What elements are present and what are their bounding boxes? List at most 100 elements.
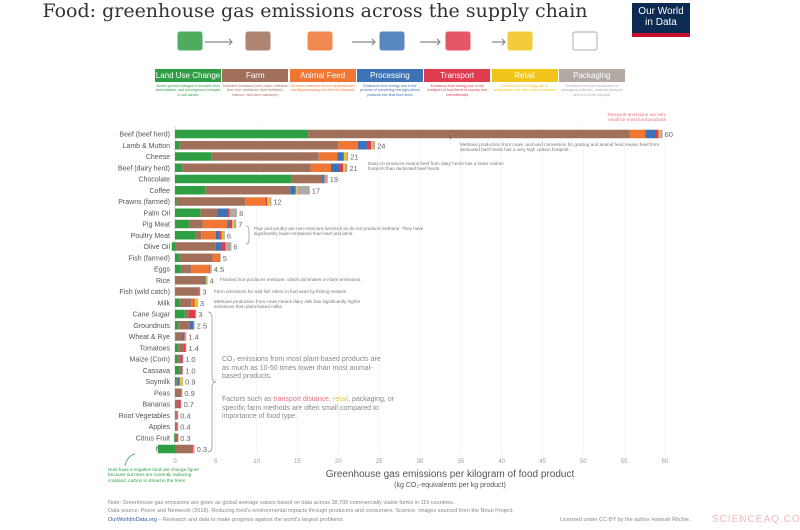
stage-icons <box>177 31 598 51</box>
category-label: Beef (dairy herd) <box>118 165 170 172</box>
bar-segment-packaging <box>193 321 195 330</box>
footer-site-link[interactable]: OurWorldinData.org <box>108 517 157 523</box>
bar-segment-processing <box>322 174 324 184</box>
arrowhead-icon-1 <box>371 38 376 46</box>
category-label: Fish (wild catch) <box>119 289 170 296</box>
bar-segment-transport <box>229 219 233 229</box>
bar-segment-land-use-change <box>175 377 177 386</box>
annotation-pig-poultry: Pigs and poultry are non-ruminant livest… <box>254 226 424 237</box>
bar-segment-land-use-change <box>175 186 206 195</box>
bar-segment-transport <box>177 433 179 442</box>
x-tick-label: 0 <box>173 459 177 465</box>
stage-desc-4: Emissions from energy use in the transpo… <box>427 84 487 97</box>
annotation-plants-1: CO₂ emissions from most plant-based prod… <box>222 356 381 380</box>
bar-segment-packaging <box>269 197 272 206</box>
bar-segment-transport <box>366 141 371 150</box>
category-label: Pig Meat <box>142 222 170 229</box>
category-label: Palm Oil <box>144 210 171 217</box>
bar-segment-transport <box>205 276 207 285</box>
category-label: Peas <box>154 390 170 397</box>
x-tick-label: 35 <box>457 459 464 465</box>
x-tick-label: 20 <box>335 459 342 465</box>
bar-segment-farm <box>308 129 630 139</box>
stage-desc-2: On-farm emissions from crop production a… <box>290 84 355 93</box>
total-value-label: 0.9 <box>184 389 194 398</box>
annotation-rice: Flooded rice produces methane, which dom… <box>220 277 362 282</box>
bar-segment-farm <box>180 264 192 274</box>
category-label: Fish (farmed) <box>128 255 170 262</box>
bar-segment-land-use-change <box>175 332 176 341</box>
bar-segment-packaging <box>223 231 225 240</box>
bar-segment-farm <box>188 219 203 229</box>
total-value-label: 0.9 <box>185 378 195 387</box>
bar-segment-transport <box>228 208 230 217</box>
bar-segment-processing <box>215 242 222 251</box>
total-value-label: 8 <box>239 209 243 218</box>
bar-segment-processing <box>290 186 296 195</box>
bar-segment-processing <box>177 377 180 386</box>
category-label: Maize (Corn) <box>130 357 170 364</box>
bar-segment-animal-feed <box>338 141 358 150</box>
footer-license: Licensed under CC-BY by the author Hanna… <box>560 517 691 523</box>
total-value-label: 0.4 <box>180 411 190 420</box>
stage-label-6: Packaging <box>558 69 625 82</box>
total-value-label: 3 <box>198 310 202 319</box>
stage-label-4: Transport <box>424 69 491 82</box>
annotation-nuts: Nuts have a negative land use change fig… <box>108 467 199 483</box>
category-label: Cassava <box>143 368 170 375</box>
bar-segment-packaging <box>197 298 198 307</box>
category-label: Apples <box>149 424 171 431</box>
stage-label-5: Retail <box>491 69 558 82</box>
category-label: Rice <box>156 278 170 285</box>
arrowhead-icon-2 <box>436 38 441 46</box>
bar-segment-land-use-change <box>175 264 181 274</box>
total-value-label: 4.5 <box>214 265 224 274</box>
bar-segment-farm <box>175 444 193 454</box>
bar-segment-land-use-change <box>175 197 177 206</box>
page-title: Food: greenhouse gas emissions across th… <box>42 0 588 22</box>
tree-icon-shape <box>177 31 203 51</box>
total-value-label: 19 <box>330 175 338 184</box>
total-value-label: 0.7 <box>184 400 194 409</box>
category-label: Lamb & Mutton <box>123 143 171 150</box>
bar-segment-transport <box>198 287 200 296</box>
category-label: Beef (beef herd) <box>119 132 170 139</box>
bar-segment-farm <box>178 343 184 352</box>
category-label: Milk <box>158 300 171 307</box>
category-label: Poultry Meat <box>131 233 170 240</box>
bar-segment-packaging <box>219 253 221 262</box>
category-label: Olive Oil <box>144 244 171 251</box>
x-tick-label: 40 <box>498 459 505 465</box>
bar-segment-transport <box>183 343 186 352</box>
bar-segment-packaging <box>180 399 182 409</box>
brace-pig-poultry <box>245 225 250 245</box>
factory-icon <box>379 31 405 51</box>
bar-segment-packaging <box>177 411 179 420</box>
total-value-label: 2.5 <box>197 321 207 330</box>
total-value-label: 24 <box>377 141 385 150</box>
bar-segment-land-use-change <box>175 354 178 364</box>
category-label: Citrus Fruit <box>136 435 170 442</box>
bar-segment-retail <box>194 298 198 307</box>
stage-label-1: Farm <box>222 69 289 82</box>
total-value-label: 21 <box>350 153 358 162</box>
x-tick-label: 55 <box>621 459 628 465</box>
stage-label-0: Land Use Change <box>155 69 221 82</box>
x-tick-label: 45 <box>539 459 546 465</box>
plants2-text-a: Factors such as <box>222 396 274 403</box>
bar-segment-land-use-change <box>175 343 179 352</box>
farmer-feed-icon-shape <box>307 31 333 51</box>
bar-segment-transport <box>176 422 178 431</box>
owid-logo[interactable]: Our World in Data <box>632 3 690 37</box>
logo-line1: Our World <box>638 6 684 17</box>
bar-segment-processing <box>192 298 194 307</box>
bar-segment-packaging <box>210 264 212 274</box>
truck-plane-icon-shape <box>445 31 471 51</box>
bar-segment-animal-feed <box>202 219 228 229</box>
total-value-label: 12 <box>273 198 281 207</box>
bar-segment-packaging <box>195 309 197 319</box>
bar-segment-retail <box>344 152 347 161</box>
bar-segment-transport <box>182 354 184 364</box>
